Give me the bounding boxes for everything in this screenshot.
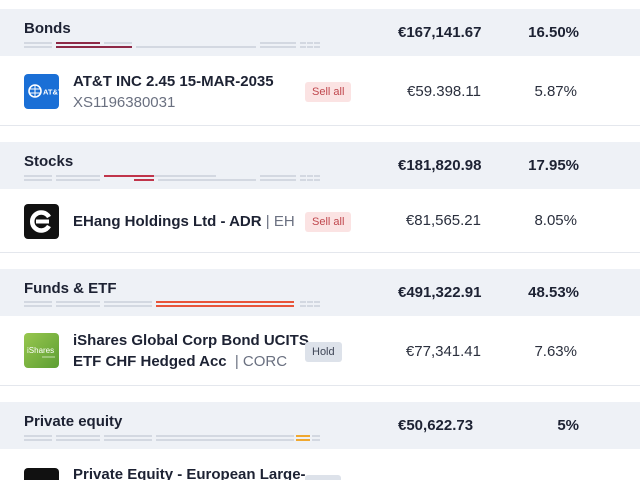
allocation-bar-highlight [156,305,294,307]
allocation-bar [24,435,320,441]
section-header-funds-etf[interactable]: Funds & ETF €491,322.91 48.53% [0,269,640,316]
allocation-bar [24,42,320,48]
holding-name: EHang Holdings Ltd - ADR | EH [73,211,295,232]
private-equity-icon [24,468,59,480]
allocation-bar-highlight [156,301,294,303]
section-title: Private equity [24,413,123,430]
allocation-bar-highlight [134,179,154,181]
allocation-bar-highlight [296,439,310,441]
holding-amount: €81,565.21 [405,212,481,229]
holding-name: Private Equity - European Large- [73,466,306,480]
allocation-bar-highlight [56,42,100,44]
section-amount: €167,141.67 [398,24,482,41]
svg-text:iShares: iShares [27,346,54,355]
allocation-bar [24,301,320,307]
allocation-bar-highlight [104,175,154,177]
section-title: Bonds [24,20,71,37]
hold-button[interactable]: Hold [305,342,342,362]
holding-row[interactable]: Private Equity - European Large- [0,449,640,480]
svg-text:AT&T: AT&T [43,88,59,97]
section-percentage: 16.50% [528,24,579,41]
holding-percentage: 8.05% [534,212,577,229]
holding-ticker: | CORC [234,353,288,370]
allocation-bar-highlight [296,435,310,437]
holding-name-text: ETF CHF Hedged Acc [73,353,227,370]
holding-percentage: 7.63% [534,343,577,360]
holding-amount: €77,341.41 [405,343,481,360]
holding-isin: XS1196380031 [73,94,176,111]
section-header-stocks[interactable]: Stocks €181,820.98 17.95% [0,142,640,189]
section-title: Stocks [24,153,74,170]
att-globe-icon: AT&T [24,74,59,109]
holding-amount: €59.398.11 [407,83,481,100]
section-percentage: 5% [557,417,579,434]
section-title: Funds & ETF [24,280,117,297]
ishares-icon: iShares [24,333,59,368]
section-header-private-equity[interactable]: Private equity €50,622.73 5% [0,402,640,449]
sell-all-button[interactable]: Sell all [305,212,352,232]
holding-percentage: 5.87% [534,83,577,100]
holding-row[interactable]: iShares iShares Global Corp Bond UCITS E… [0,316,640,386]
holding-row[interactable]: EHang Holdings Ltd - ADR | EH Sell all €… [0,189,640,253]
allocation-bar [24,175,320,181]
section-amount: €181,820.98 [398,157,482,174]
holding-name: iShares Global Corp Bond UCITS [73,332,309,349]
holding-ticker: | EH [265,213,295,230]
holding-name-text: EHang Holdings Ltd - ADR [73,213,262,230]
holding-name-line2: ETF CHF Hedged Acc | CORC [73,351,287,372]
sell-all-button[interactable]: Sell all [305,82,352,102]
holding-name: AT&T INC 2.45 15-MAR-2035 [73,73,274,90]
section-amount: €491,322.91 [398,284,482,301]
allocation-bar-highlight [56,46,132,48]
hold-button[interactable] [305,475,341,480]
section-percentage: 48.53% [528,284,579,301]
section-percentage: 17.95% [528,157,579,174]
holding-row[interactable]: AT&T AT&T INC 2.45 15-MAR-2035 XS1196380… [0,56,640,126]
section-amount: €50,622.73 [398,417,474,434]
ehang-e-icon [24,204,59,239]
section-header-bonds[interactable]: Bonds €167,141.67 16.50% [0,9,640,56]
